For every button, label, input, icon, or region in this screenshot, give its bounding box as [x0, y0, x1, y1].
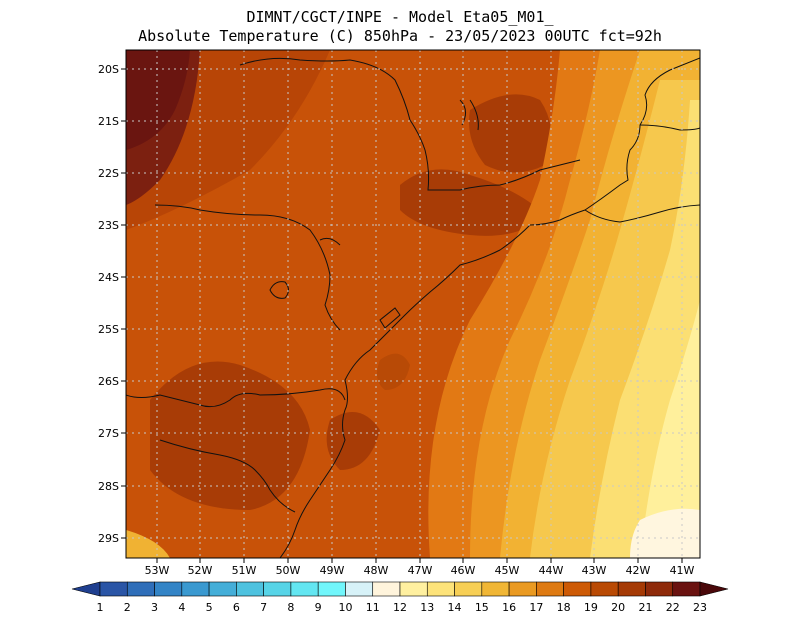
colorbar-label: 22	[666, 601, 680, 614]
colorbar-label: 20	[611, 601, 625, 614]
lat-label: 28S	[98, 480, 119, 493]
lon-labels: 53W 52W 51W 50W 49W 48W 47W 46W 45W 44W …	[145, 564, 695, 577]
colorbar-label: 15	[475, 601, 489, 614]
colorbar-cell	[236, 581, 264, 597]
lon-label: 53W	[145, 564, 170, 577]
temp-band-13	[640, 300, 700, 558]
lat-label: 20S	[98, 63, 119, 76]
temp-band-23	[126, 50, 190, 150]
map-title: DIMNT/CGCT/INPE - Model Eta05_M01_	[246, 8, 554, 26]
lat-label: 26S	[98, 375, 119, 388]
lat-label: 23S	[98, 219, 119, 232]
colorbar-label: 23	[693, 601, 707, 614]
map-frame	[125, 49, 701, 559]
colorbar-cell	[345, 581, 374, 597]
lat-label: 21S	[98, 115, 119, 128]
colorbar-cell	[290, 581, 319, 597]
lon-label: 50W	[276, 564, 301, 577]
colorbar	[71, 581, 729, 597]
axis-ticks	[121, 68, 683, 563]
temp-band-20-s	[326, 412, 380, 470]
colorbar-cell	[426, 581, 455, 597]
temp-band-20-east	[400, 169, 545, 236]
colorbar-label: 10	[338, 601, 352, 614]
colorbar-cell	[99, 581, 128, 597]
colorbar-arrow-right	[699, 581, 729, 597]
colorbar-cell	[181, 581, 210, 597]
lat-label: 27S	[98, 427, 119, 440]
colorbar-cell	[645, 581, 674, 597]
lat-label: 22S	[98, 167, 119, 180]
lon-label: 49W	[320, 564, 345, 577]
lon-label: 47W	[408, 564, 433, 577]
lon-label: 43W	[582, 564, 607, 577]
temp-band-12	[630, 508, 700, 558]
temp-band-20-ne	[469, 94, 552, 173]
lon-label: 45W	[495, 564, 520, 577]
colorbar-cell	[317, 581, 346, 597]
colorbar-labels: 1 2 3 4 5 6 7 8 9 10 11 12 13 14 15 16 17 18 19 20 21 22 23	[97, 601, 708, 614]
colorbar-cell	[372, 581, 401, 597]
colorbar-cell	[454, 581, 483, 597]
colorbar-label: 5	[206, 601, 213, 614]
temperature-field	[126, 50, 700, 558]
lat-label: 24S	[98, 271, 119, 284]
lat-labels: 20S 21S 22S 23S 24S 25S 26S 27S 28S 29S	[98, 63, 119, 545]
colorbar-label: 6	[233, 601, 240, 614]
colorbar-label: 21	[638, 601, 652, 614]
colorbar-cell	[481, 581, 510, 597]
colorbar-label: 12	[393, 601, 407, 614]
colorbar-label: 8	[287, 601, 294, 614]
colorbar-label: 3	[151, 601, 158, 614]
lon-label: 42W	[626, 564, 651, 577]
colorbar-cell	[154, 581, 183, 597]
map-subtitle: Absolute Temperature (C) 850hPa - 23/05/…	[138, 27, 662, 45]
colorbar-cell	[399, 581, 428, 597]
coastlines-and-borders	[126, 57, 700, 558]
colorbar-label: 14	[448, 601, 462, 614]
colorbar-label: 9	[315, 601, 322, 614]
colorbar-cell	[672, 581, 701, 597]
colorbar-label: 19	[584, 601, 598, 614]
lon-label: 51W	[232, 564, 257, 577]
colorbar-cell	[208, 581, 237, 597]
colorbar-label: 11	[366, 601, 380, 614]
colorbar-label: 1	[97, 601, 104, 614]
colorbar-label: 7	[260, 601, 267, 614]
colorbar-cell	[617, 581, 646, 597]
temp-band-20-sw	[150, 361, 310, 510]
lat-label: 25S	[98, 323, 119, 336]
lon-label: 44W	[539, 564, 564, 577]
lat-label: 29S	[98, 532, 119, 545]
colorbar-label: 18	[557, 601, 571, 614]
lon-label: 46W	[451, 564, 476, 577]
temp-band-16-sw	[126, 530, 170, 558]
colorbar-label: 16	[502, 601, 516, 614]
colorbar-cell	[126, 581, 155, 597]
lat-lon-grid	[126, 50, 700, 558]
colorbar-cell	[590, 581, 619, 597]
colorbar-arrow-left	[71, 581, 101, 597]
colorbar-label: 13	[420, 601, 434, 614]
colorbar-cell	[263, 581, 292, 597]
lon-label: 48W	[364, 564, 389, 577]
lon-label: 52W	[188, 564, 213, 577]
colorbar-label: 4	[178, 601, 185, 614]
colorbar-cell	[508, 581, 537, 597]
colorbar-label: 2	[124, 601, 131, 614]
colorbar-cell	[536, 581, 564, 597]
lon-label: 41W	[670, 564, 695, 577]
colorbar-label: 17	[529, 601, 543, 614]
colorbar-cell	[563, 581, 592, 597]
